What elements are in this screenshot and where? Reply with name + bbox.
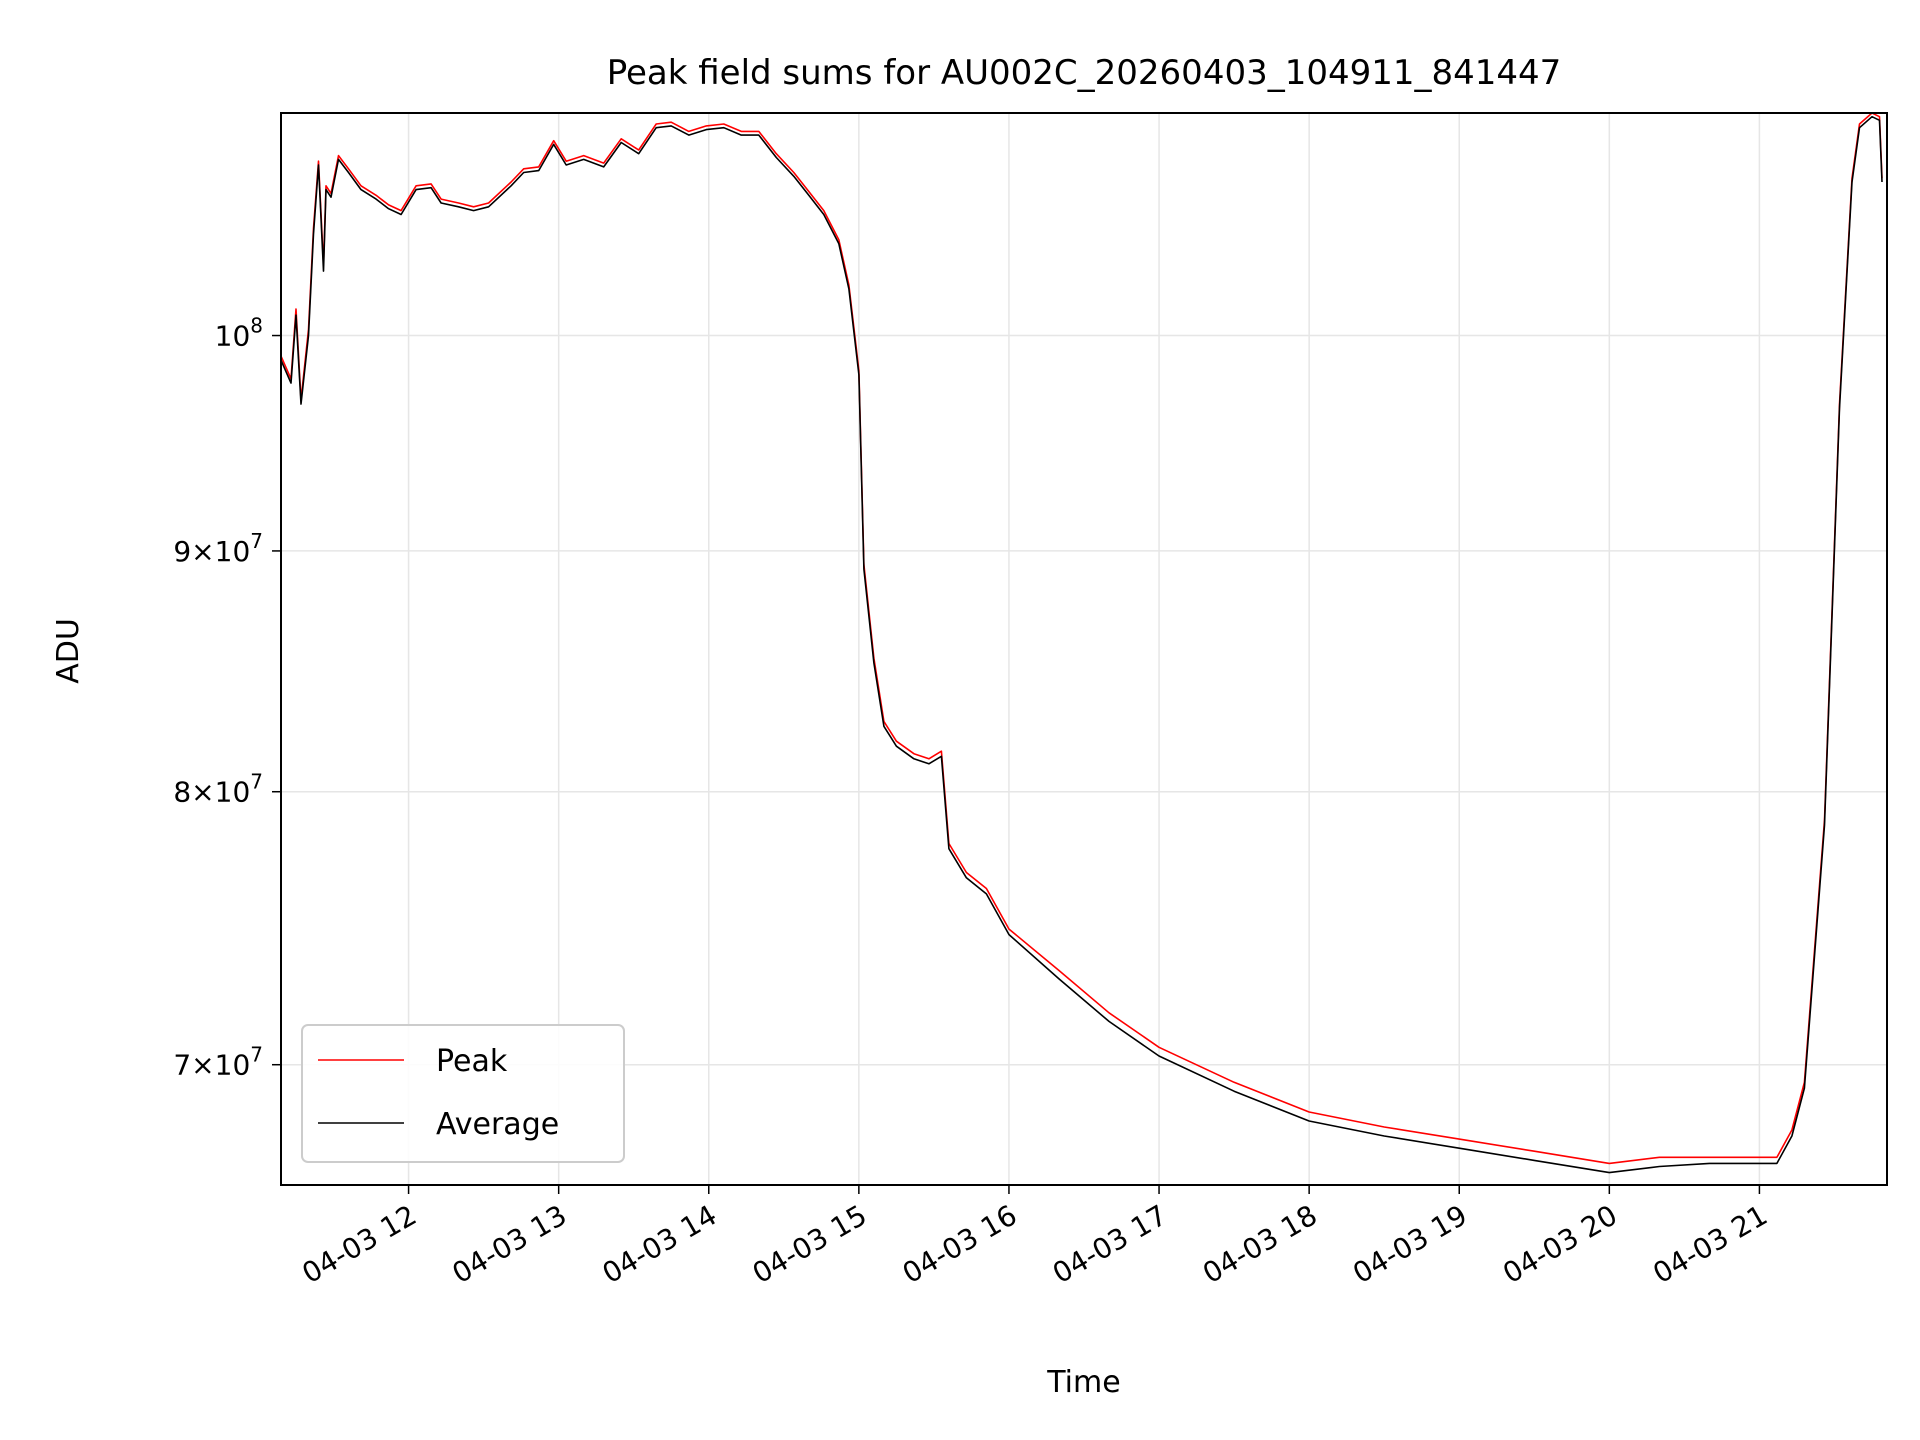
y-tick-label: 9×107 <box>173 529 263 568</box>
chart-title: Peak field sums for AU002C_20260403_1049… <box>607 53 1562 93</box>
series-layer <box>280 112 1883 1174</box>
legend-label-average: Average <box>436 1107 559 1142</box>
series-line-average <box>280 115 1883 1174</box>
y-axis-ticks: 7×107 8×107 9×107 108 <box>173 314 281 1082</box>
plot-frame <box>280 112 1888 1186</box>
x-axis-label: Time <box>1046 1365 1120 1400</box>
legend: Peak Average <box>301 1024 625 1163</box>
legend-label-peak: Peak <box>436 1044 508 1079</box>
y-tick-label: 7×107 <box>173 1043 263 1082</box>
y-tick-label: 108 <box>215 314 263 353</box>
grid <box>281 113 1887 1185</box>
y-tick-label: 8×107 <box>173 770 263 809</box>
series-line-peak <box>280 112 1883 1165</box>
y-axis-label: ADU <box>51 618 86 684</box>
